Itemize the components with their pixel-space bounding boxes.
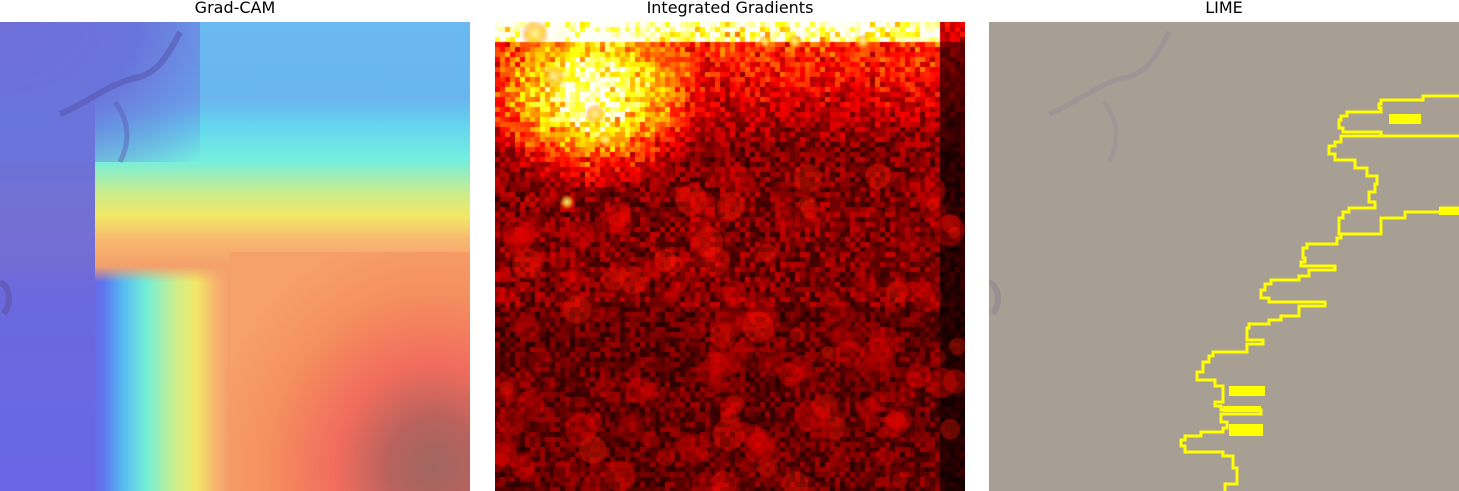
gradcam-heatmap-image	[0, 22, 470, 491]
integrated-gradients-heatmap-image	[495, 22, 965, 491]
gradcam-title: Grad-CAM	[194, 0, 276, 17]
integrated-gradients-title: Integrated Gradients	[646, 0, 814, 17]
lime-segmentation-image	[989, 22, 1459, 491]
lime-title: LIME	[1205, 0, 1243, 17]
